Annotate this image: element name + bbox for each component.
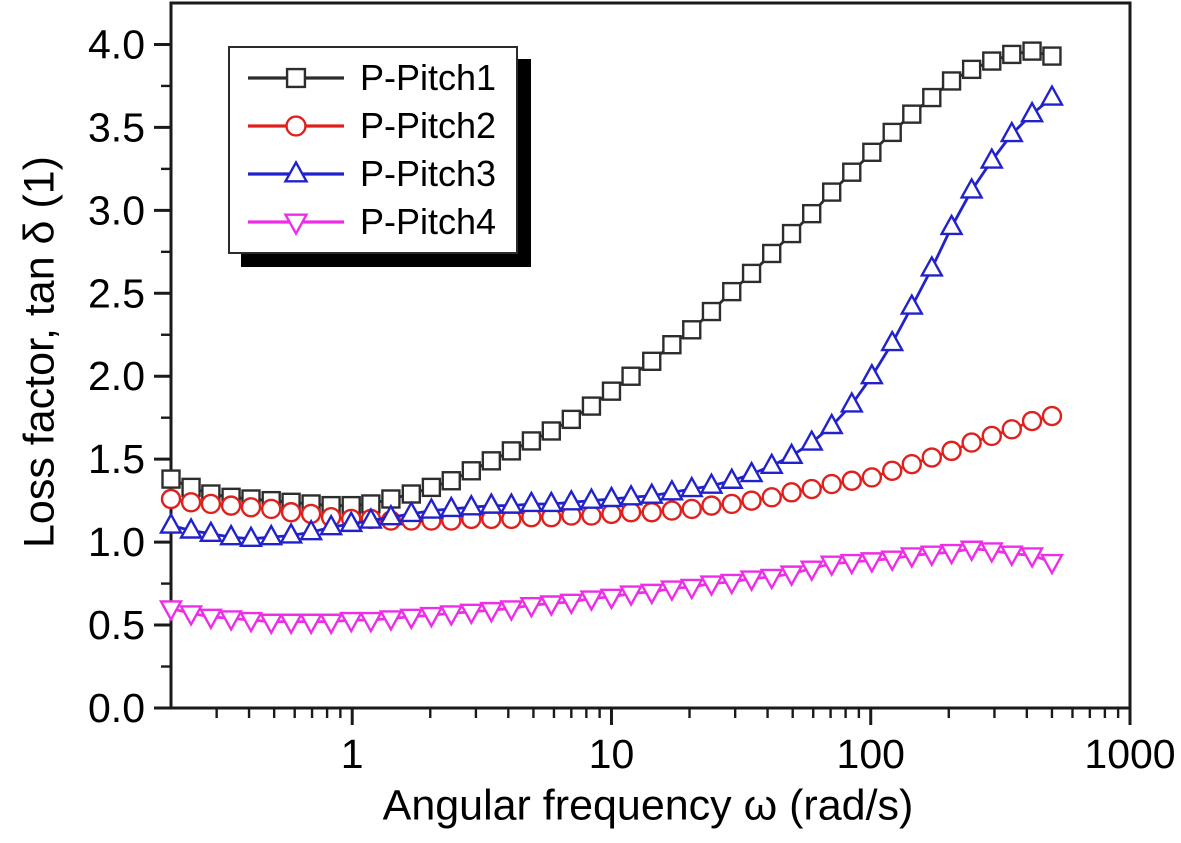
svg-text:2.0: 2.0	[88, 353, 145, 399]
y-axis-ticks: 0.0 0.5 1.0 1.5 2.0 2.5 3.0 3.5 4.0	[88, 21, 171, 731]
legend-swatch-triangle-up-icon	[248, 159, 344, 183]
legend-item-p-pitch4: P-Pitch4	[246, 198, 496, 246]
legend-item-p-pitch3: P-Pitch3	[246, 150, 496, 198]
x-axis-title: Angular frequency ω (rad/s)	[382, 781, 914, 830]
svg-text:1: 1	[341, 731, 364, 777]
legend-swatch-triangle-down-icon	[248, 213, 344, 237]
svg-text:1.0: 1.0	[88, 519, 145, 565]
legend-label: P-Pitch2	[360, 105, 497, 146]
legend: P-Pitch1 P-Pitch2 P-Pitch3 P-Pitch4	[228, 46, 519, 254]
svg-text:0.5: 0.5	[88, 602, 145, 648]
svg-text:2.5: 2.5	[88, 270, 145, 316]
plot-frame	[169, 1, 1132, 710]
svg-text:3.0: 3.0	[88, 187, 145, 233]
svg-text:1000: 1000	[1084, 731, 1175, 777]
series-p-pitch1	[161, 41, 1062, 516]
legend-item-p-pitch2: P-Pitch2	[246, 102, 496, 150]
series-p-pitch2	[160, 405, 1063, 531]
legend-label: P-Pitch1	[360, 57, 497, 98]
svg-text:1.5: 1.5	[88, 436, 145, 482]
legend-swatch-square-icon	[248, 67, 344, 89]
legend-label: P-Pitch3	[360, 153, 497, 194]
svg-text:10: 10	[589, 731, 635, 777]
legend-item-p-pitch1: P-Pitch1	[246, 54, 496, 102]
svg-text:0.0: 0.0	[88, 685, 145, 731]
y-axis-title: Loss factor, tan δ (1)	[15, 156, 64, 548]
series-p-pitch3	[158, 84, 1064, 547]
legend-swatch-circle-icon	[248, 115, 344, 137]
series-p-pitch4	[158, 540, 1064, 636]
svg-text:4.0: 4.0	[88, 21, 145, 67]
legend-label: P-Pitch4	[360, 201, 497, 242]
svg-text:3.5: 3.5	[88, 104, 145, 150]
x-axis-ticks: 1 10 100 1000	[215, 708, 1176, 777]
svg-text:100: 100	[837, 731, 905, 777]
